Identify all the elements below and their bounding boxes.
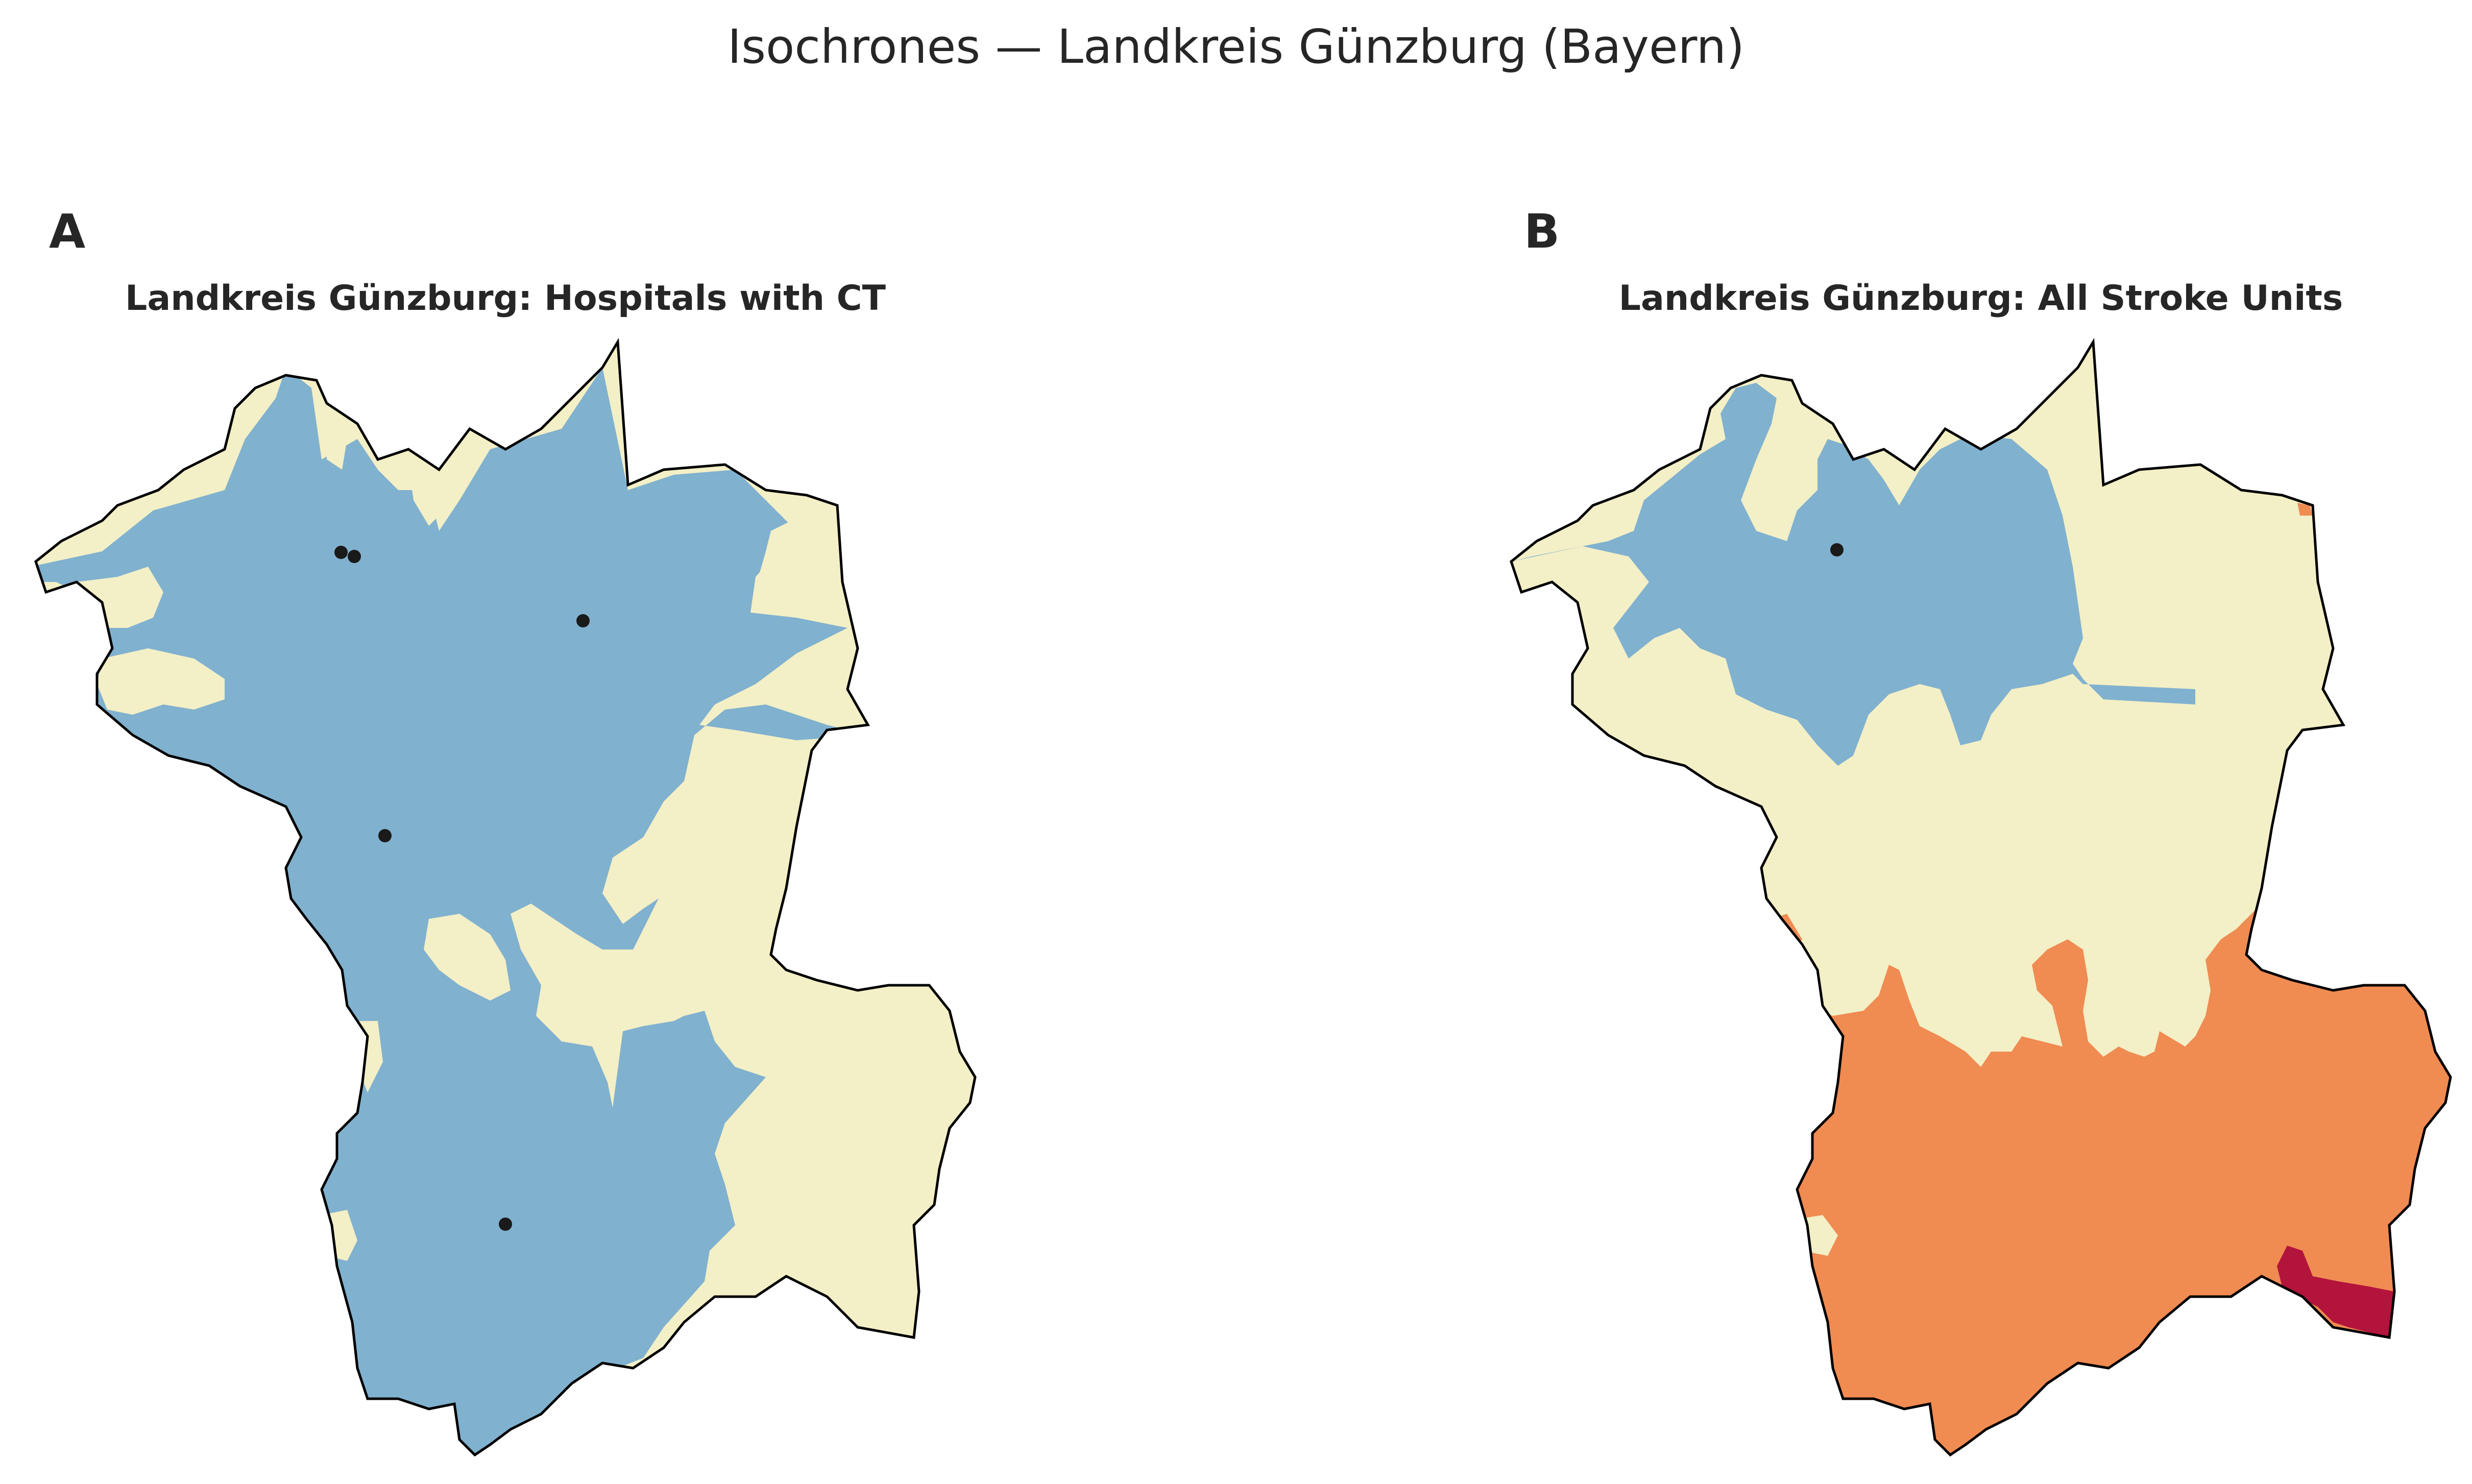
panel-a-gap-west <box>97 648 225 715</box>
panel-a-title: Landkreis Günzburg: Hospitals with CT <box>125 278 886 319</box>
panel-a-map <box>31 342 975 1455</box>
panel-b-orange-speck-east <box>2297 503 2313 516</box>
panel-a-gap-west2 <box>184 786 220 853</box>
panel-b-orange-speck-west <box>1736 863 1751 888</box>
panel-b-orange-isochrone <box>1756 898 2451 1455</box>
panel-b-map <box>1511 342 2451 1455</box>
panel-a-gap-north2 <box>408 465 449 526</box>
panel-a-blue-isochrone <box>36 368 868 1455</box>
panel-b-title: Landkreis Günzburg: All Stroke Units <box>1618 278 2343 319</box>
stroke-unit-marker <box>1830 543 1844 556</box>
hospital-marker <box>576 614 590 627</box>
panel-a-hospital-markers <box>334 546 590 1231</box>
hospital-marker <box>334 546 348 559</box>
panel-b-blue-isochrone <box>1511 383 2195 766</box>
panel-a-gap-north <box>327 424 347 470</box>
hospital-marker <box>348 550 361 563</box>
panel-b-letter: B <box>1524 204 1560 259</box>
panel-a-gap-east <box>756 510 842 613</box>
panel-a-gap-center <box>424 914 511 1001</box>
figure-title: Isochrones — Landkreis Günzburg (Bayern) <box>727 19 1744 74</box>
panel-a-letter: A <box>49 204 86 259</box>
panel-b-red-isochrone <box>2277 1246 2394 1337</box>
hospital-marker <box>378 829 392 842</box>
hospital-marker <box>499 1218 512 1231</box>
panel-b-stroke-unit-markers <box>1830 543 1844 556</box>
